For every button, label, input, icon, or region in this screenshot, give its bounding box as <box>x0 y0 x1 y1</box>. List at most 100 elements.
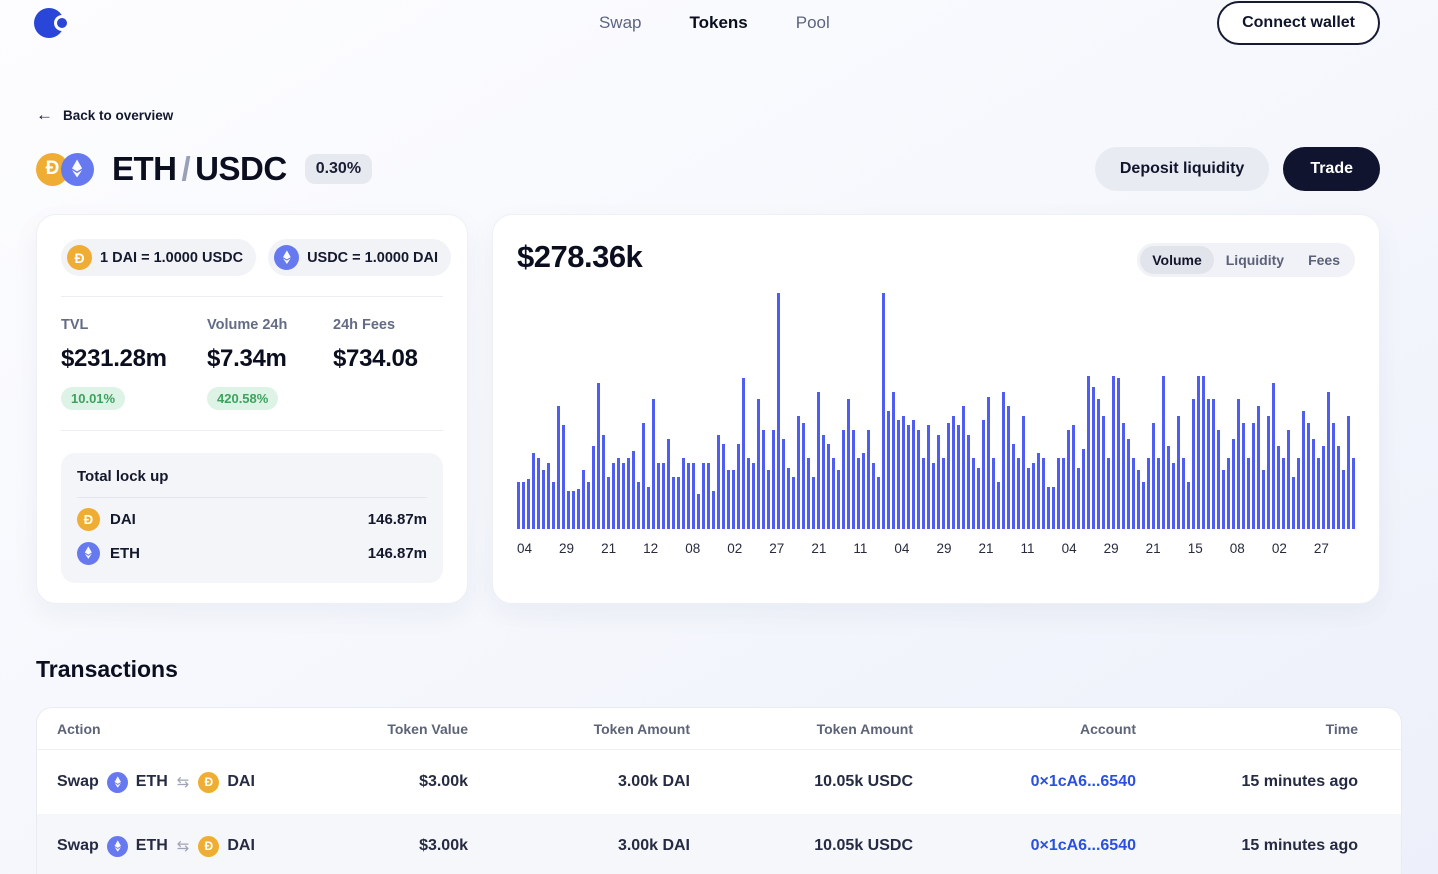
chart-bar <box>1267 415 1270 529</box>
metric-label: TVL <box>61 317 89 333</box>
chart-bar <box>1007 406 1010 529</box>
chart-bar <box>1162 375 1165 529</box>
chart-bar <box>1112 375 1115 529</box>
chart-bar <box>1012 444 1015 529</box>
chart-bar <box>1042 458 1045 529</box>
chart-bar <box>582 470 585 529</box>
rate-label: USDC = 1.0000 DAI <box>307 249 439 266</box>
rate-pill: USDC = 1.0000 DAI <box>268 239 452 276</box>
chart-bar <box>1032 462 1035 529</box>
chart-bar <box>1182 458 1185 529</box>
chart-bar <box>967 434 970 529</box>
action-cell: Swap ETH ⇆ Ð DAI <box>57 771 327 793</box>
chart-bar <box>647 486 650 529</box>
chart-bar <box>1107 458 1110 529</box>
chart-bar <box>1337 446 1340 529</box>
chart-bar <box>707 462 710 529</box>
chart-bar <box>1072 425 1075 529</box>
chart-bar <box>897 420 900 529</box>
chart-bar <box>922 458 925 529</box>
chart-bar <box>997 481 1000 529</box>
chart-bar <box>532 453 535 529</box>
chart-bar <box>1237 399 1240 529</box>
eth-coin-icon <box>106 771 128 793</box>
chart-tabs: Volume Liquidity Fees <box>1137 243 1355 277</box>
chart-tab-liquidity[interactable]: Liquidity <box>1214 246 1296 274</box>
chart-bar <box>1282 458 1285 529</box>
nav-item-pool[interactable]: Pool <box>795 13 830 32</box>
metric-label: Volume 24h <box>207 317 288 333</box>
chart-bar <box>637 481 640 529</box>
metric-change-badge: 10.01% <box>61 387 126 410</box>
x-tick-label: 21 <box>601 541 617 556</box>
chart-bar <box>757 399 760 529</box>
eth-coin-icon <box>274 245 300 270</box>
back-to-overview-link[interactable]: ← Back to overview <box>36 105 173 125</box>
chart-bar <box>867 429 870 529</box>
chart-bar <box>837 470 840 529</box>
chart-headline-value: $278.36k <box>517 239 643 274</box>
chart-bar <box>737 444 740 529</box>
nav-item-tokens[interactable]: Tokens <box>689 13 748 32</box>
metric-value: $734.08 <box>333 345 418 372</box>
chart-bar <box>982 420 985 529</box>
metric: 24h Fees $734.08 <box>333 317 443 410</box>
chart-bar <box>1092 387 1095 529</box>
chart-bar <box>1027 467 1030 529</box>
chart-bar <box>962 406 965 529</box>
chart-bar <box>617 458 620 529</box>
chart-tab-volume[interactable]: Volume <box>1140 246 1214 274</box>
pool-title: ETH / USDC <box>112 150 287 187</box>
chart-bar <box>1312 439 1315 529</box>
metric-change-badge: 420.58% <box>207 387 279 410</box>
chart-bar <box>777 293 780 529</box>
account-link[interactable]: 0×1cA6...6540 <box>1030 837 1136 854</box>
action-cell: Swap ETH ⇆ Ð DAI <box>57 835 327 857</box>
trade-button[interactable]: Trade <box>1283 147 1380 191</box>
chart-bar <box>1227 458 1230 529</box>
column-header: Token Amount <box>593 720 690 737</box>
dai-coin-icon: Ð <box>67 245 92 270</box>
chart-bar <box>632 451 635 529</box>
pool-header: Ð ETH / USDC 0.30% Deposit liquidity Trade <box>36 147 1380 191</box>
chart-bar <box>557 406 560 529</box>
token-amount-cell: 3.00k DAI <box>617 773 690 790</box>
chart-bar <box>567 491 570 529</box>
chart-bar <box>1132 458 1135 529</box>
lockup-token-name: ETH <box>110 544 140 562</box>
chart-bar <box>1082 448 1085 529</box>
chart-tab-fees[interactable]: Fees <box>1296 246 1352 274</box>
chart-bar <box>822 434 825 529</box>
lockup-row: Ð DAI 146.87m <box>77 502 427 536</box>
fee-tier-badge: 0.30% <box>304 154 373 184</box>
chart-bar <box>972 458 975 529</box>
chart-bar <box>597 382 600 529</box>
volume-bar-chart[interactable] <box>517 293 1355 529</box>
chart-bar <box>547 462 550 529</box>
chart-bar <box>1257 406 1260 529</box>
chart-bar <box>1017 458 1020 529</box>
chart-bar <box>1122 422 1125 529</box>
app-logo-icon[interactable] <box>34 8 70 38</box>
chart-bar <box>1002 392 1005 529</box>
nav-item-swap[interactable]: Swap <box>598 13 642 32</box>
chart-bar <box>767 470 770 529</box>
column-header: Account <box>1080 720 1136 737</box>
deposit-liquidity-button[interactable]: Deposit liquidity <box>1094 147 1270 191</box>
lockup-title: Total lock up <box>77 468 169 485</box>
pool-coin-pair: Ð <box>36 152 94 186</box>
chart-bar <box>522 481 525 529</box>
chart-bar <box>1277 446 1280 529</box>
connect-wallet-button[interactable]: Connect wallet <box>1217 1 1380 45</box>
pool-actions: Deposit liquidity Trade <box>1094 147 1380 191</box>
chart-bar <box>857 458 860 529</box>
chart-bar <box>1207 399 1210 529</box>
account-link[interactable]: 0×1cA6...6540 <box>1030 773 1136 790</box>
chart-bar <box>1217 429 1220 529</box>
chart-bar <box>847 399 850 529</box>
x-tick-label: 15 <box>1187 541 1203 556</box>
chart-bar <box>1187 481 1190 529</box>
chart-bar <box>652 399 655 529</box>
chart-bar <box>1142 481 1145 529</box>
token-value-cell: $3.00k <box>419 837 468 854</box>
